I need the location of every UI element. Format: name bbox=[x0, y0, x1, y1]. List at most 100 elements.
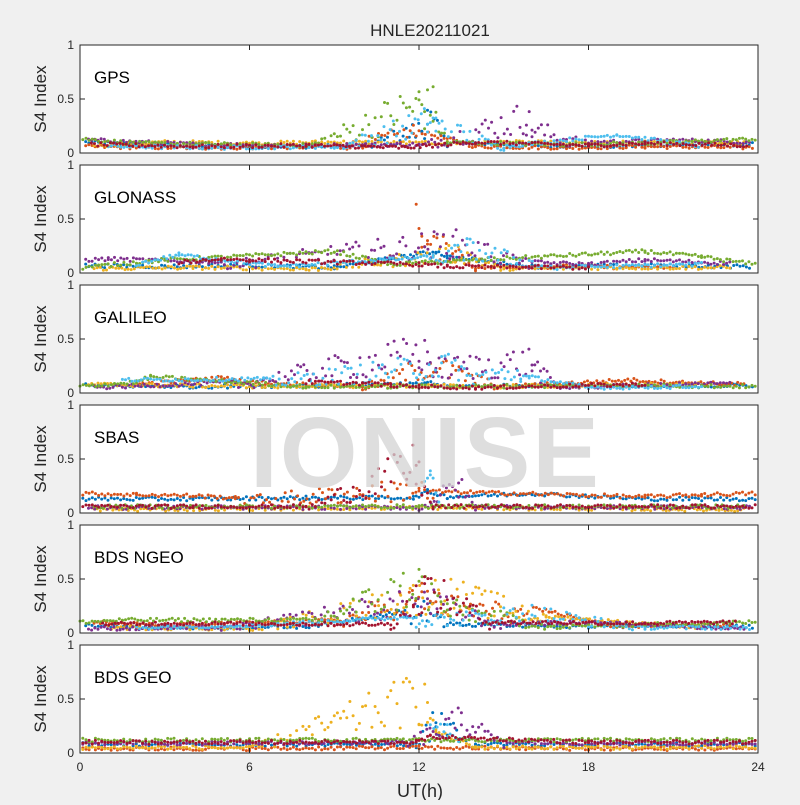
data-point bbox=[422, 254, 425, 257]
data-point bbox=[543, 380, 546, 383]
data-point bbox=[323, 386, 326, 389]
data-point bbox=[159, 259, 162, 262]
data-point bbox=[88, 139, 91, 142]
data-point bbox=[351, 246, 354, 249]
data-point bbox=[207, 496, 210, 499]
data-point bbox=[330, 260, 333, 263]
data-point bbox=[656, 252, 659, 255]
data-point bbox=[283, 259, 286, 262]
data-point bbox=[729, 385, 732, 388]
data-point bbox=[581, 383, 584, 386]
data-point bbox=[301, 146, 304, 149]
data-point bbox=[412, 498, 415, 501]
data-point bbox=[298, 498, 301, 501]
data-point bbox=[211, 259, 214, 262]
data-point bbox=[232, 254, 235, 257]
data-point bbox=[433, 262, 436, 265]
data-point bbox=[419, 255, 422, 258]
data-point bbox=[166, 145, 169, 148]
data-point bbox=[336, 135, 339, 138]
data-point bbox=[385, 144, 388, 147]
data-point bbox=[368, 497, 371, 500]
data-point bbox=[615, 264, 618, 267]
data-point bbox=[502, 264, 505, 267]
data-point bbox=[634, 146, 637, 149]
data-point bbox=[336, 497, 339, 500]
data-point bbox=[383, 382, 386, 385]
data-point bbox=[738, 137, 741, 140]
data-point bbox=[669, 262, 672, 265]
data-point bbox=[392, 376, 395, 379]
data-point bbox=[233, 261, 236, 264]
data-point bbox=[440, 355, 443, 358]
data-point bbox=[647, 496, 650, 499]
data-point bbox=[323, 262, 326, 265]
data-point bbox=[155, 378, 158, 381]
data-point bbox=[416, 256, 419, 259]
data-point bbox=[490, 144, 493, 147]
data-point bbox=[415, 495, 418, 498]
data-point bbox=[732, 264, 735, 267]
data-point bbox=[488, 377, 491, 380]
data-point bbox=[609, 144, 612, 147]
data-point bbox=[490, 140, 493, 143]
data-point bbox=[666, 259, 669, 262]
data-point bbox=[273, 145, 276, 148]
data-point bbox=[531, 491, 534, 494]
data-point bbox=[418, 384, 421, 387]
data-point bbox=[201, 268, 204, 271]
data-point bbox=[550, 380, 553, 383]
data-point bbox=[397, 258, 400, 261]
data-point bbox=[458, 256, 461, 259]
data-point bbox=[694, 138, 697, 141]
data-point bbox=[210, 144, 213, 147]
data-point bbox=[414, 250, 417, 253]
data-point bbox=[242, 258, 245, 261]
data-point bbox=[444, 247, 447, 250]
data-point bbox=[694, 385, 697, 388]
data-point bbox=[417, 118, 420, 121]
data-point bbox=[483, 142, 486, 145]
data-point bbox=[301, 248, 304, 251]
data-point bbox=[377, 364, 380, 367]
data-point bbox=[100, 493, 103, 496]
data-point bbox=[151, 267, 154, 270]
data-point bbox=[736, 381, 739, 384]
data-point bbox=[345, 507, 348, 510]
data-point bbox=[609, 136, 612, 139]
data-point bbox=[499, 140, 502, 143]
data-point bbox=[482, 490, 485, 493]
data-point bbox=[160, 497, 163, 500]
data-point bbox=[374, 381, 377, 384]
data-point bbox=[430, 384, 433, 387]
data-point bbox=[751, 138, 754, 141]
data-point bbox=[710, 497, 713, 500]
data-point bbox=[584, 147, 587, 150]
data-point bbox=[719, 258, 722, 261]
data-point bbox=[458, 259, 461, 262]
data-point bbox=[207, 494, 210, 497]
data-point bbox=[220, 267, 223, 270]
data-point bbox=[364, 255, 367, 258]
data-point bbox=[361, 133, 364, 136]
data-point bbox=[87, 260, 90, 263]
data-point bbox=[389, 261, 392, 264]
data-point bbox=[352, 260, 355, 263]
data-point bbox=[109, 141, 112, 144]
data-point bbox=[346, 496, 349, 499]
data-point bbox=[559, 386, 562, 389]
data-point bbox=[505, 267, 508, 270]
data-point bbox=[113, 139, 116, 142]
data-point bbox=[286, 497, 289, 500]
data-point bbox=[405, 383, 408, 386]
data-point bbox=[351, 144, 354, 147]
data-point bbox=[125, 498, 128, 501]
data-point bbox=[231, 377, 234, 380]
data-point bbox=[751, 147, 754, 150]
data-point bbox=[259, 378, 262, 381]
data-point bbox=[584, 139, 587, 142]
data-point bbox=[436, 137, 439, 140]
data-point bbox=[245, 147, 248, 150]
data-point bbox=[631, 137, 634, 140]
data-point bbox=[116, 259, 119, 262]
